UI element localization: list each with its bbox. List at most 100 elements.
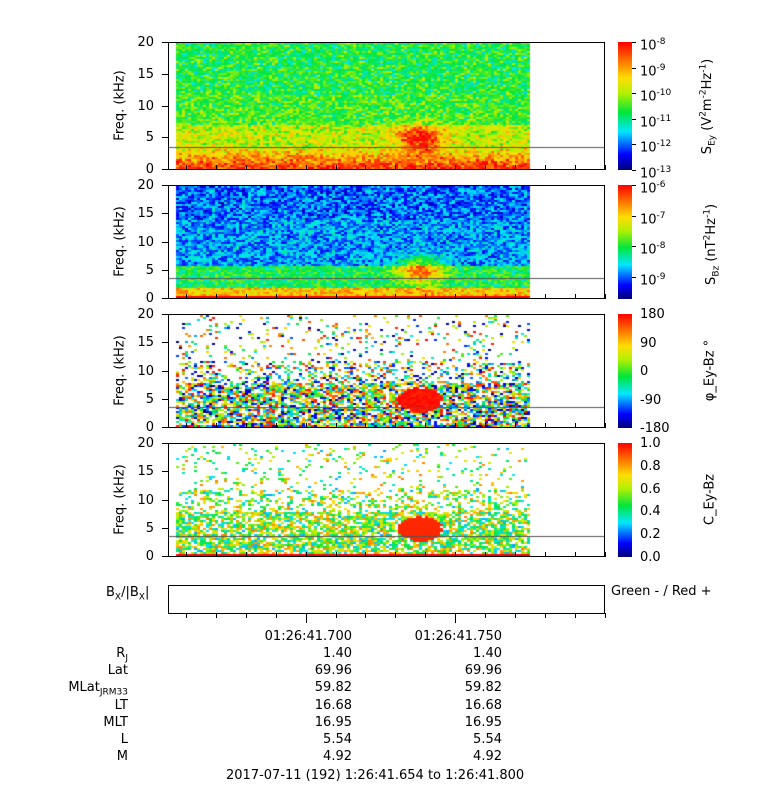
time-range-text: 2017-07-11 (192) 1:26:41.654 to 1:26:41.… xyxy=(226,768,525,783)
ephemeris-value: 16.95 xyxy=(464,714,502,730)
y-tick-label: 15 xyxy=(137,206,154,222)
time-tick-label: 01:26:41.700 xyxy=(264,629,352,644)
x-tick xyxy=(365,165,367,170)
x-tick xyxy=(215,613,217,618)
x-tick xyxy=(335,165,337,170)
x-tick xyxy=(305,165,307,170)
x-tick xyxy=(514,165,516,170)
x-tick xyxy=(245,423,247,428)
bx-label-part: B xyxy=(106,585,115,600)
tick-base: 10 xyxy=(640,140,657,156)
ephemeris-label: RJ xyxy=(116,647,128,666)
tick-exponent: -9 xyxy=(656,272,666,283)
colorbar-tick xyxy=(632,42,636,43)
y-tick-label: 15 xyxy=(137,335,154,351)
y-axis-label: Freq. (kHz) xyxy=(112,464,128,535)
x-tick xyxy=(215,423,217,428)
ephemeris-label-sub: J xyxy=(125,653,128,664)
colorbar-4-tick: 0.0 xyxy=(640,550,661,565)
ephemeris-label-text: L xyxy=(120,732,128,747)
x-tick xyxy=(275,552,277,557)
y-tick-label: 10 xyxy=(137,492,154,508)
y-tick-label: 0 xyxy=(145,420,154,435)
colorbar-2-title: SBz (nT2Hz-1) xyxy=(703,194,722,294)
title-part: Hz xyxy=(699,72,715,90)
ephemeris-label-text: M xyxy=(116,749,128,765)
y-tick-mark xyxy=(162,314,168,315)
colorbar-tick xyxy=(632,93,636,95)
y-tick-mark xyxy=(162,443,168,444)
x-tick xyxy=(365,552,367,557)
tick-base: 10 xyxy=(640,273,657,289)
y-tick-label: 0 xyxy=(145,162,154,177)
x-tick xyxy=(455,423,457,428)
bx-label: BX/|BX| xyxy=(106,586,149,605)
x-tick xyxy=(275,165,277,170)
y-tick-label: 10 xyxy=(137,363,154,379)
x-tick xyxy=(215,294,217,299)
ephemeris-value: 69.96 xyxy=(464,663,502,679)
x-tick xyxy=(485,423,486,428)
x-tick xyxy=(335,613,337,618)
colorbar-2 xyxy=(618,185,632,299)
y-tick-label: 20 xyxy=(137,307,154,322)
ephemeris-label: M xyxy=(117,750,128,769)
x-tick xyxy=(215,165,217,170)
y-tick-mark xyxy=(162,269,168,271)
x-tick xyxy=(395,423,397,428)
colorbar-3-title: φ_Ey-Bz ° xyxy=(703,326,718,416)
title-part: C_Ey-Bz xyxy=(702,473,718,526)
x-tick xyxy=(604,423,606,428)
ephemeris-value: 1.40 xyxy=(323,646,352,661)
colorbar-3-tick: 0 xyxy=(640,364,649,379)
y-tick-label: 5 xyxy=(145,130,154,146)
x-tick xyxy=(245,165,247,170)
tick-exponent: -13 xyxy=(656,165,672,175)
spectrogram-image-3 xyxy=(169,315,604,427)
colorbar-tick xyxy=(632,277,636,279)
y-tick-mark xyxy=(162,427,168,428)
spectrogram-image-2 xyxy=(169,186,604,298)
colorbar-4-tick: 0.4 xyxy=(640,504,661,520)
bx-label-part: /|B xyxy=(121,585,139,600)
x-tick xyxy=(485,552,486,557)
y-axis-label: Freq. (kHz) xyxy=(112,206,128,277)
colorbar-tick xyxy=(632,118,636,120)
ephemeris-value: 5.54 xyxy=(473,732,502,747)
tick-exponent: -9 xyxy=(656,62,666,73)
x-tick xyxy=(604,165,606,170)
tick-base: 10 xyxy=(640,63,657,79)
colorbar-1-tick: 10-11 xyxy=(640,113,671,129)
y-tick-mark xyxy=(162,137,168,139)
y-tick-mark xyxy=(162,556,168,557)
colorbar-tick xyxy=(632,170,636,171)
title-part: Ey xyxy=(707,134,718,146)
bx-legend: Green - / Red + xyxy=(611,584,712,599)
y-tick-label: 5 xyxy=(145,262,154,278)
x-tick xyxy=(425,552,427,557)
x-tick xyxy=(425,423,427,428)
ephemeris-label-text: MLT xyxy=(103,714,128,730)
ephemeris-value: 16.95 xyxy=(314,714,352,730)
ephemeris-value: 4.92 xyxy=(323,749,352,765)
tick-base: 10 xyxy=(640,242,657,258)
x-tick xyxy=(514,613,516,618)
title-part: Hz xyxy=(703,218,719,235)
ephemeris-value: 4.92 xyxy=(473,749,502,765)
x-tick xyxy=(425,165,427,170)
tick-base: 10 xyxy=(640,181,657,197)
x-tick xyxy=(305,294,307,299)
y-tick-label: 20 xyxy=(137,35,154,50)
colorbar-4-tick: 0.6 xyxy=(640,481,661,497)
x-tick xyxy=(395,165,397,170)
colorbar-2-tick: 10-9 xyxy=(640,271,666,287)
x-tick xyxy=(245,613,247,618)
x-tick xyxy=(574,165,576,170)
x-tick xyxy=(335,294,337,299)
title-part: m xyxy=(699,98,715,112)
colorbar-2-tick: 10-7 xyxy=(640,210,666,226)
tick-base: 10 xyxy=(640,166,657,182)
colorbar-tick xyxy=(632,185,636,186)
x-tick xyxy=(574,423,576,428)
x-tick xyxy=(365,423,367,428)
